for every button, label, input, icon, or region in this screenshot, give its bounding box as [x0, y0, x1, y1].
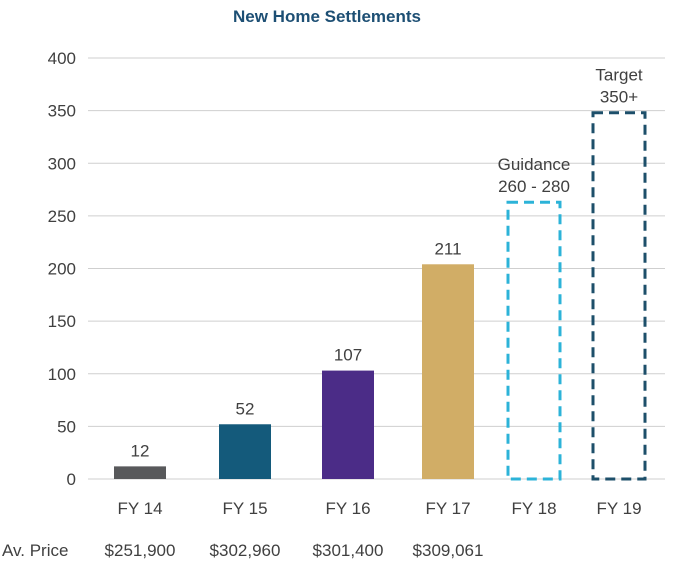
- data-labels: 12 52 107 211 Guidance 260 - 280 Target 350+: [131, 66, 643, 461]
- bar-fy-15: [219, 424, 271, 479]
- y-tick-label: 250: [48, 207, 76, 226]
- data-label: Guidance: [498, 155, 571, 174]
- data-label: 107: [334, 346, 362, 365]
- y-tick-label: 200: [48, 260, 76, 279]
- average-price-value: $309,061: [413, 541, 484, 560]
- data-label: 12: [131, 441, 150, 460]
- average-price-value: $302,960: [210, 541, 281, 560]
- data-label: 350+: [600, 88, 638, 107]
- y-tick-label: 50: [57, 417, 76, 436]
- bar-fy-18: [506, 200, 562, 481]
- data-label: 260 - 280: [498, 177, 570, 196]
- x-tick-label: FY 19: [596, 499, 641, 518]
- y-axis-ticks: 0 50 100 150 200 250 300 350 400: [48, 49, 76, 489]
- y-tick-label: 400: [48, 49, 76, 68]
- price-row-label: Av. Price: [2, 541, 68, 560]
- x-axis-ticks: FY 14 FY 15 FY 16 FY 17 FY 18 FY 19: [117, 499, 641, 518]
- y-tick-label: 350: [48, 102, 76, 121]
- x-tick-label: FY 14: [117, 499, 162, 518]
- y-grid: [88, 57, 665, 480]
- bar-fy-14: [114, 466, 166, 479]
- x-tick-label: FY 16: [325, 499, 370, 518]
- average-price-value: $301,400: [313, 541, 384, 560]
- x-tick-label: FY 18: [511, 499, 556, 518]
- bar-fy-19: [591, 111, 647, 481]
- y-tick-label: 150: [48, 312, 76, 331]
- y-tick-label: 100: [48, 365, 76, 384]
- x-tick-label: FY 17: [425, 499, 470, 518]
- bars: [114, 111, 647, 481]
- data-label: Target: [595, 66, 643, 85]
- data-label: 211: [434, 239, 461, 258]
- average-price-value: $251,900: [105, 541, 176, 560]
- average-price-row: Av. Price $251,900 $302,960 $301,400 $309,0…: [2, 541, 483, 560]
- bar-fy-17: [422, 264, 474, 479]
- chart-title: New Home Settlements: [233, 7, 421, 26]
- y-tick-label: 300: [48, 154, 76, 173]
- data-label: 52: [236, 399, 255, 418]
- bar-fy-16: [322, 370, 374, 479]
- y-tick-label: 0: [67, 470, 76, 489]
- x-tick-label: FY 15: [222, 499, 267, 518]
